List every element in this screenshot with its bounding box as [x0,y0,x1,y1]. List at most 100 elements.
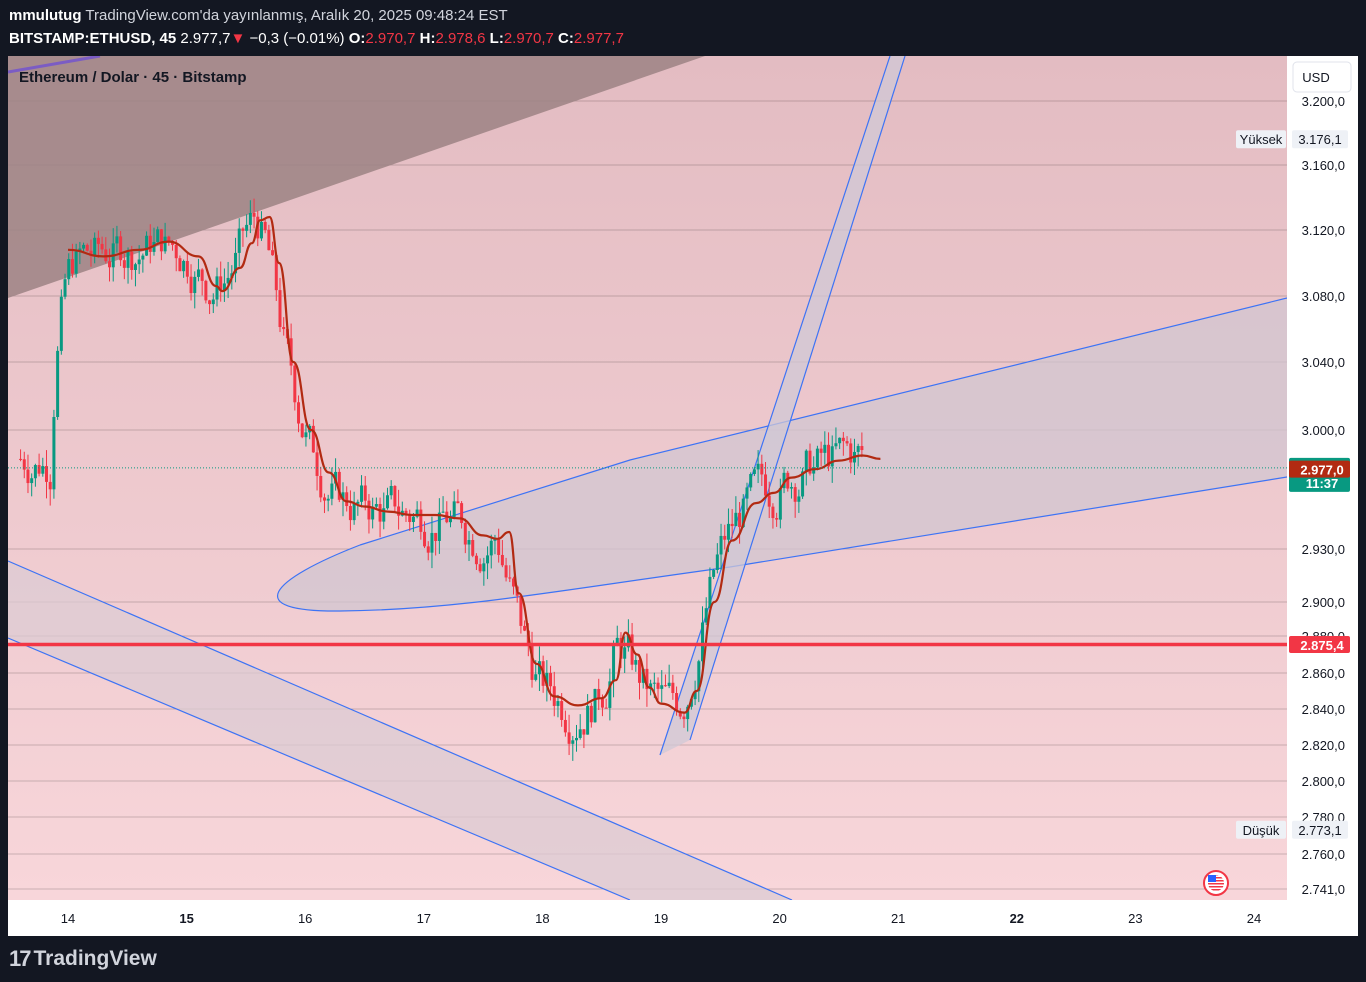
candle-body [467,540,471,545]
rising-wedge-lower-line[interactable] [276,476,1287,612]
open-label: O: [348,30,366,47]
candle [682,711,686,728]
candle-body [682,716,686,720]
candle [59,289,63,355]
time-axis-ticks: 14 15 16 17 18 19 20 21 22 23 24 [61,911,1261,926]
candle [389,480,393,500]
candle-body [545,672,549,686]
candle-body [534,674,538,680]
candle-body [367,500,371,520]
candle-body [148,235,152,252]
candle [567,714,571,756]
steep-channel-right-line[interactable] [689,56,906,741]
candle-body [860,446,864,451]
candle [56,346,60,420]
candle [89,239,93,267]
candle-body [593,688,597,723]
candle-body [841,437,845,442]
moving-average-line[interactable] [67,215,881,714]
candle [278,277,282,333]
candle-body [815,448,819,468]
candle [434,532,438,556]
candle-body [133,264,137,270]
candle [764,461,768,499]
candle-body [801,471,805,497]
candle-body [486,555,490,564]
candle-body [497,539,501,555]
candle-body [834,443,838,447]
high-label: H: [419,30,436,47]
close-value: 2.977,7 [573,30,624,47]
candle [623,636,627,673]
candle [697,659,701,703]
candle [815,445,819,471]
candle [860,432,864,458]
candle-body [141,255,145,260]
candle-body [638,660,642,683]
candle [523,620,527,632]
candle-body [52,416,56,490]
candle [289,323,293,376]
candle-body [33,465,37,479]
candle-body [45,466,49,482]
steep-channel-left-line[interactable] [659,56,891,756]
candle [219,261,223,302]
economic-event-flag-icon[interactable] [1203,870,1229,896]
candle [834,427,838,450]
candle-body [48,481,52,490]
candle-body [704,608,708,623]
candle [156,226,160,243]
candle-body [697,661,701,692]
lower-channel-lower-line[interactable] [8,637,631,900]
symbol-name[interactable]: BITSTAMP:ETHUSD, 45 [9,30,177,47]
candle-body [252,212,256,217]
candle-body [300,423,304,438]
candle [556,694,560,718]
candle [582,729,586,749]
candle-body [393,485,397,507]
author-name[interactable]: mmulutug [9,7,82,24]
candle-body [608,681,612,708]
candle-body [645,668,649,690]
candle-body [56,350,60,417]
wedge-edge-line[interactable] [8,56,101,74]
descending-wedge-shape[interactable] [8,56,705,298]
currency-button[interactable]: USD [1292,61,1352,93]
candle [45,450,49,499]
candle-body [804,450,808,472]
candle [723,524,727,550]
candle-body [319,475,323,498]
candle-body [185,261,189,277]
candle [830,435,834,483]
candle [671,674,675,700]
tradingview-logo[interactable]: 17 TradingView [9,946,157,972]
candle-body [419,509,423,532]
candle-body [282,327,286,330]
candle [234,237,238,283]
rising-wedge-pattern[interactable] [277,298,1287,612]
candle [849,438,853,474]
candle-body [701,622,705,662]
date-tick-label: 17 [417,911,431,926]
candle [82,242,86,253]
candle-body [222,283,226,291]
low-value: 2.970,7 [503,30,554,47]
candle-body [108,261,112,268]
candle [148,224,152,264]
price-tick-label: 3.080,0 [1302,289,1345,304]
brand-name: TradingView [33,947,157,970]
candle [408,509,412,531]
price-tick-label: 2.930,0 [1302,542,1345,557]
candle-body [63,279,67,297]
candle [411,513,415,532]
candle [497,528,501,563]
lower-channel-upper-line[interactable] [8,560,793,900]
last-price: 2.977,7 [180,30,231,47]
candle [586,694,590,735]
candle-body [715,554,719,570]
candle [311,419,315,453]
candle-body [437,512,441,541]
candle [511,576,515,595]
candle [322,493,326,514]
